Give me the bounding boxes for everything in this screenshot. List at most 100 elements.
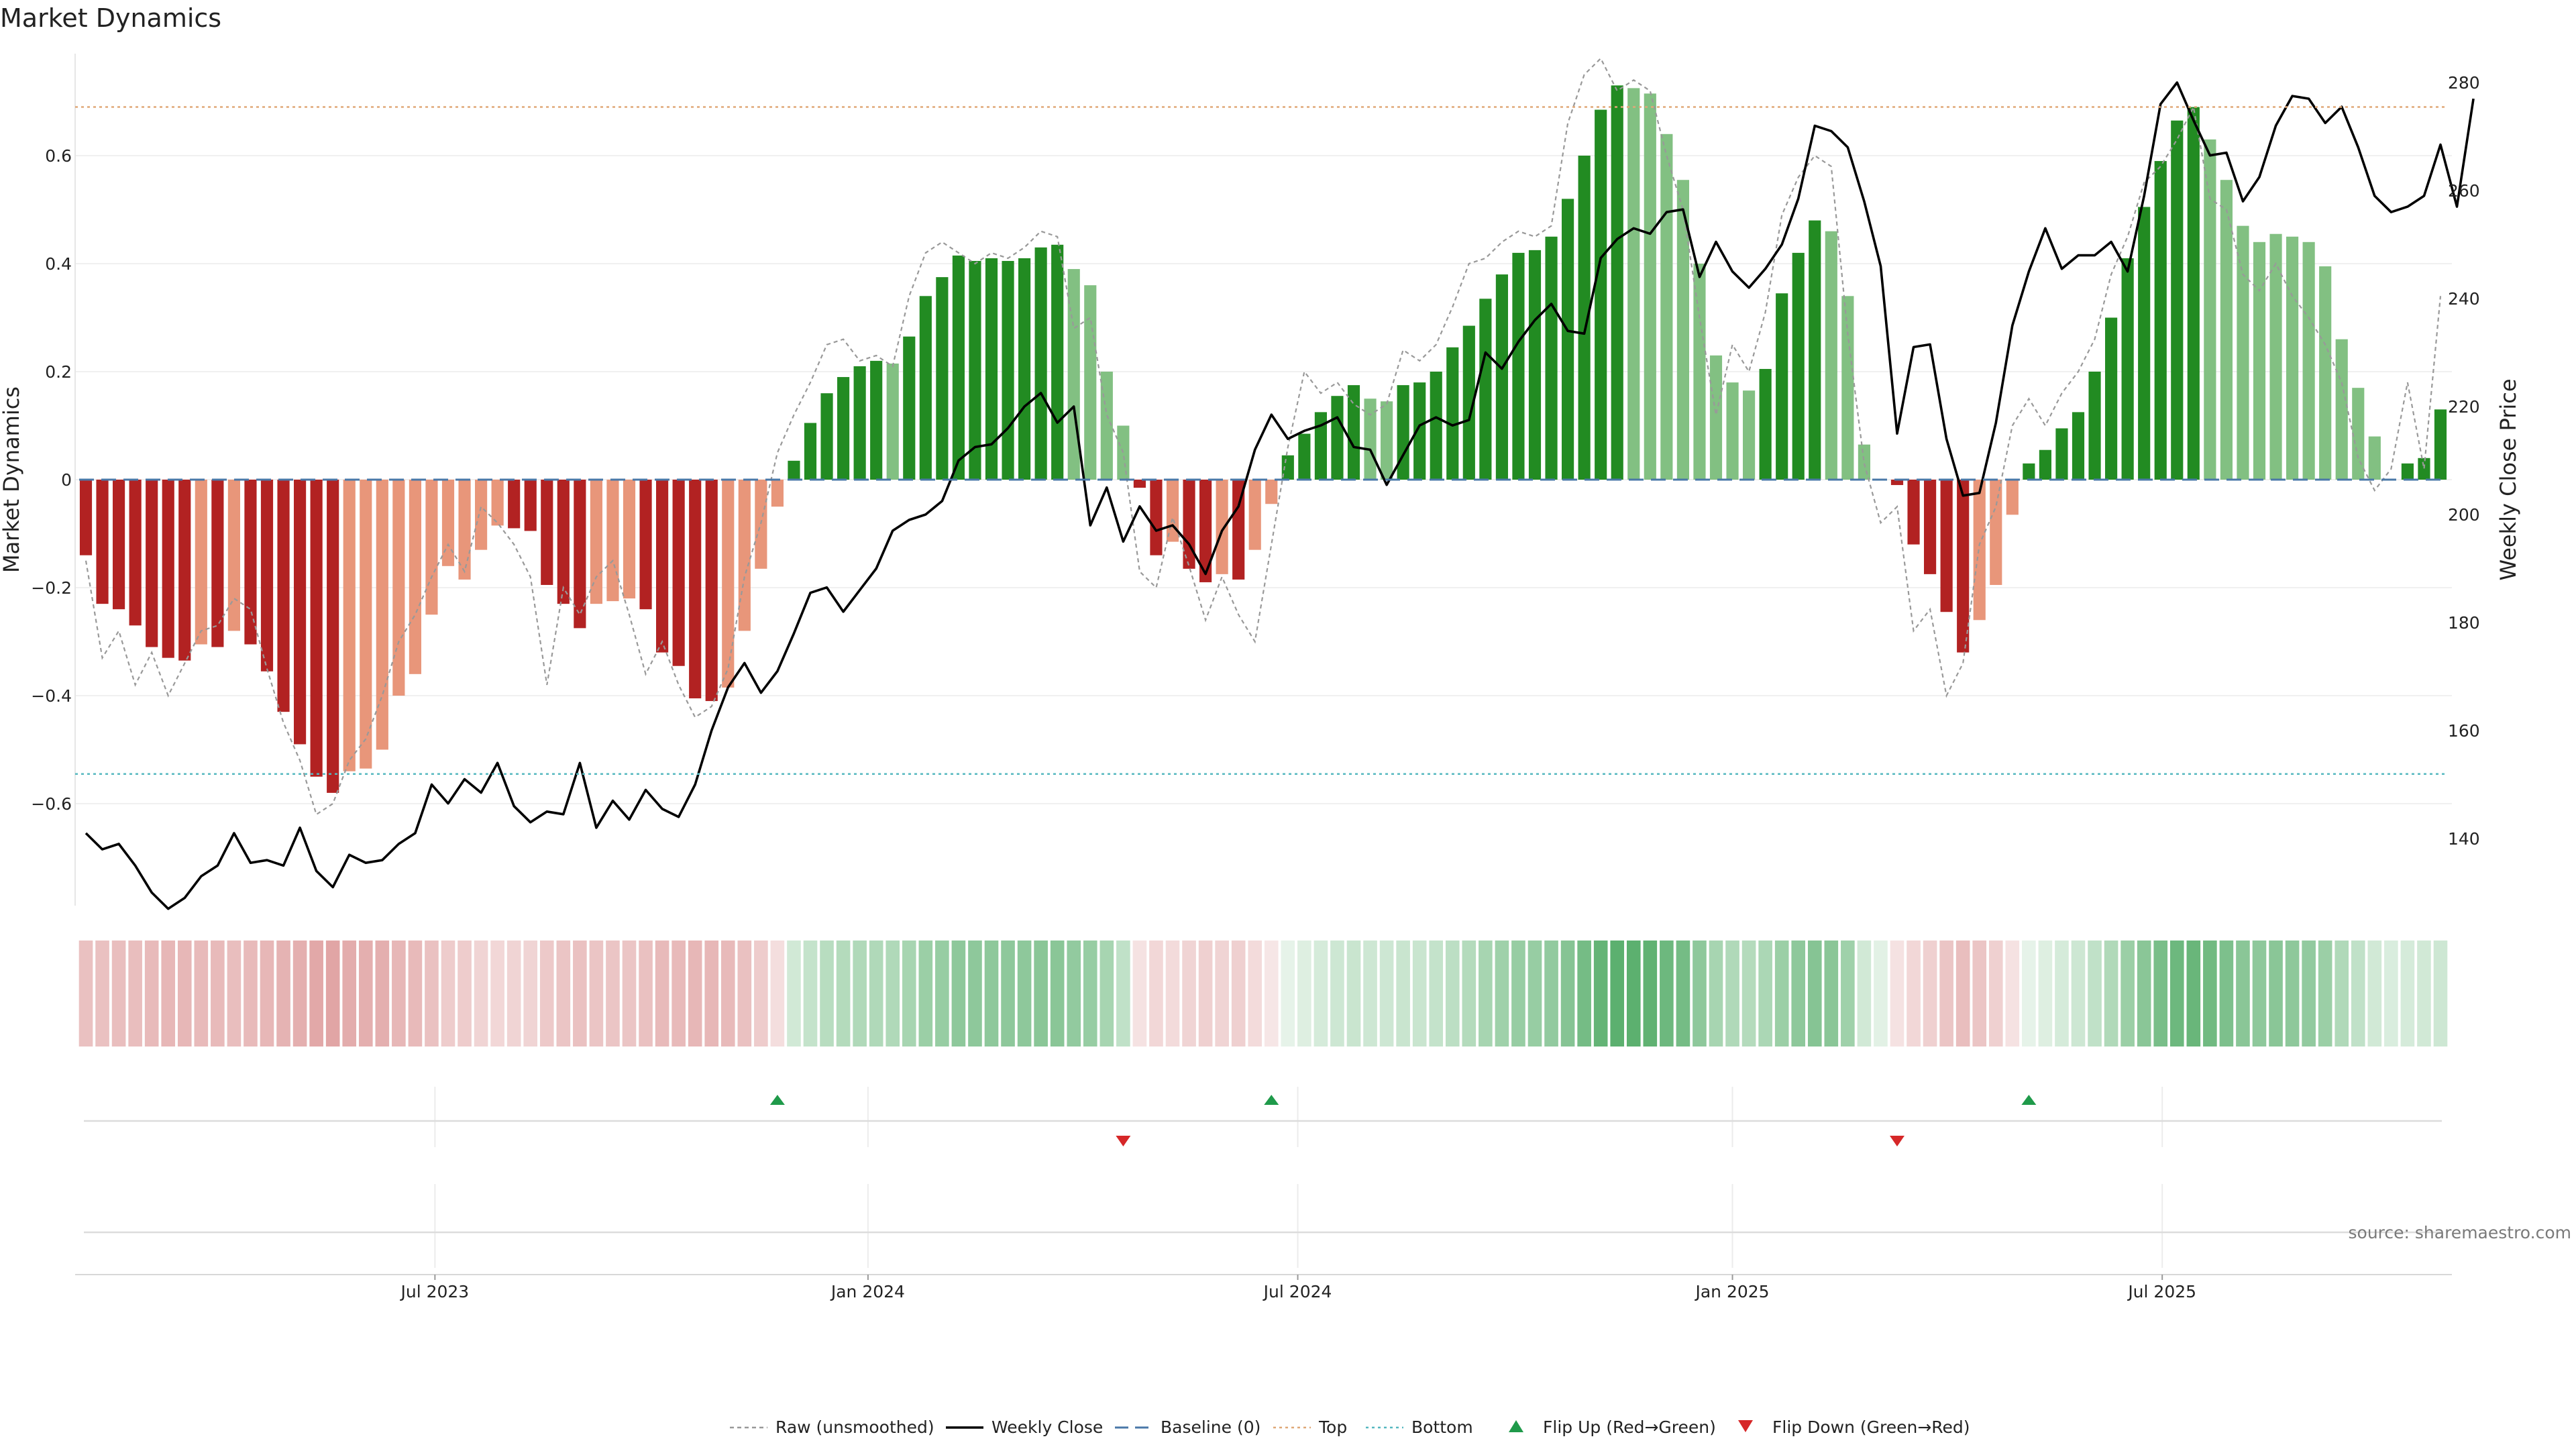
bar	[1990, 480, 2002, 585]
regime-cell	[1874, 941, 1888, 1046]
main-panel: Market Dynamics Weekly Close Price −0.6−…	[0, 54, 2521, 910]
regime-cell	[2302, 941, 2316, 1046]
bar	[1199, 480, 1212, 582]
legend: Raw (unsmoothed) Weekly Close Baseline (0)…	[730, 1417, 1970, 1437]
bar	[1792, 252, 1805, 480]
bar	[2269, 233, 2282, 480]
bar	[870, 360, 883, 480]
flip-up-marker	[769, 1095, 785, 1105]
regime-cell	[1939, 941, 1953, 1046]
regime-cell	[1923, 941, 1937, 1046]
bar	[722, 480, 735, 688]
bar	[343, 480, 356, 771]
bar	[1528, 250, 1542, 480]
regime-cell	[720, 941, 735, 1046]
y-tick-label: 0.2	[45, 362, 72, 382]
regime-cell	[1693, 941, 1707, 1046]
regime-cell	[425, 941, 439, 1046]
regime-cell	[392, 941, 406, 1046]
bar	[574, 480, 586, 629]
regime-cell	[474, 941, 488, 1046]
regime-cell	[787, 941, 801, 1046]
bar	[146, 480, 158, 647]
y-axis-label: Market Dynamics	[0, 386, 24, 573]
regime-cell	[2285, 941, 2300, 1046]
bar	[1018, 258, 1031, 480]
bar	[1562, 199, 1574, 480]
legend-swatch	[1738, 1420, 1753, 1432]
regime-cell	[1396, 941, 1410, 1046]
bar	[1216, 480, 1228, 574]
regime-cell	[902, 941, 916, 1046]
regime-cell	[375, 941, 390, 1046]
bar	[2072, 412, 2085, 480]
bar	[392, 480, 405, 696]
regime-cell	[2137, 941, 2151, 1046]
bar	[1825, 231, 1837, 480]
bar	[491, 480, 504, 526]
bar	[1495, 274, 1508, 480]
regime-cell	[1313, 941, 1328, 1046]
regime-cell	[820, 941, 834, 1046]
regime-cell	[1083, 941, 1097, 1046]
regime-cell	[655, 941, 669, 1046]
regime-cell	[2334, 941, 2349, 1046]
regime-cell	[78, 941, 93, 1046]
regime-cell	[770, 941, 785, 1046]
regime-cell	[342, 941, 357, 1046]
y2-tick-label: 200	[2448, 505, 2480, 525]
regime-cell	[639, 941, 653, 1046]
regime-cell	[276, 941, 290, 1046]
bar	[2105, 317, 2118, 480]
regime-cell	[918, 941, 933, 1046]
regime-cell	[2022, 941, 2036, 1046]
bar	[195, 480, 207, 645]
legend-label: Weekly Close	[991, 1417, 1103, 1437]
bar	[2286, 236, 2299, 480]
legend-label: Top	[1318, 1417, 1347, 1437]
flip-down-marker	[1890, 1136, 1904, 1146]
regime-cell	[2384, 941, 2398, 1046]
y-tick-label: 0.4	[45, 254, 72, 274]
regime-strip	[78, 941, 2448, 1046]
bar	[2418, 458, 2430, 480]
flip-panel-grid	[434, 1087, 2163, 1268]
regime-cell	[853, 941, 867, 1046]
y2-tick-label: 160	[2448, 721, 2480, 741]
regime-cell	[244, 941, 258, 1046]
bar	[1957, 480, 1970, 653]
regime-cell	[1346, 941, 1361, 1046]
bar	[129, 480, 142, 626]
bar	[2352, 388, 2365, 480]
legend-swatch	[1509, 1420, 1523, 1432]
regime-cell	[1248, 941, 1263, 1046]
flip-down-marker	[1116, 1136, 1131, 1146]
x-tick-label: Jan 2025	[1694, 1282, 1769, 1301]
bar	[1298, 433, 1311, 480]
regime-cell	[737, 941, 752, 1046]
y2-tick-label: 240	[2448, 289, 2480, 309]
regime-cell	[2088, 941, 2102, 1046]
legend-label: Raw (unsmoothed)	[775, 1417, 934, 1437]
legend-item-baseline: Baseline (0)	[1115, 1417, 1260, 1437]
raw-series	[85, 57, 2442, 816]
regime-cell	[441, 941, 455, 1046]
regime-cell	[1001, 941, 1015, 1046]
regime-cell	[211, 941, 225, 1046]
bar	[639, 480, 652, 610]
regime-cell	[1099, 941, 1114, 1046]
bar	[1166, 480, 1179, 542]
bar	[1660, 133, 1673, 480]
bar	[244, 480, 257, 645]
bar	[162, 480, 174, 658]
bar	[1364, 398, 1377, 480]
regime-cell	[1231, 941, 1246, 1046]
bar	[1627, 88, 1640, 480]
regime-cell	[1281, 941, 1295, 1046]
bar	[903, 336, 916, 480]
bar	[557, 480, 570, 604]
y2-tick-label: 220	[2448, 397, 2480, 417]
regime-cell	[2121, 941, 2135, 1046]
bar	[1973, 480, 1986, 621]
bar	[1232, 480, 1245, 580]
